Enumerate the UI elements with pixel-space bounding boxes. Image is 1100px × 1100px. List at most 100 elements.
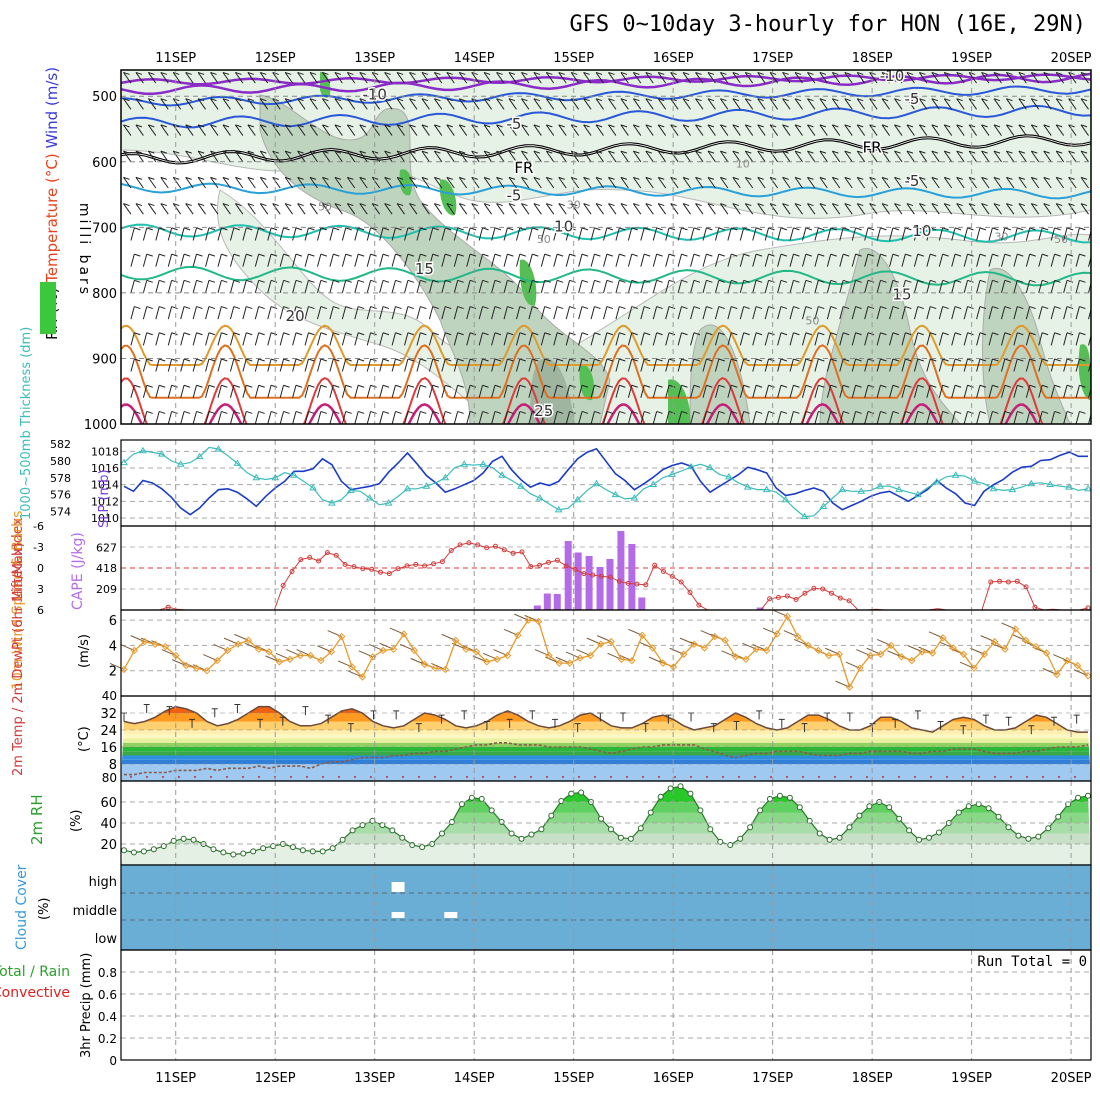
wind-barb-flag bbox=[546, 203, 553, 207]
wind-barb bbox=[583, 150, 592, 163]
wind-barb-flag bbox=[1054, 332, 1061, 336]
lifted-index-marker bbox=[492, 543, 498, 549]
wind-barb bbox=[508, 98, 517, 110]
wind-barb bbox=[242, 411, 247, 424]
wind-barb bbox=[926, 253, 931, 267]
wind-barb-flag bbox=[457, 358, 464, 362]
wind-barb-flag bbox=[1066, 332, 1074, 336]
wind-barb-flag bbox=[421, 98, 429, 102]
wind-speed-marker bbox=[825, 651, 833, 660]
wind-barb bbox=[913, 358, 919, 372]
wind-barb-flag bbox=[631, 410, 638, 414]
wind-barb-flag bbox=[906, 124, 914, 128]
wind-barb-flag bbox=[159, 332, 166, 336]
wind-barb-flag bbox=[658, 203, 665, 207]
wind-barb-flag bbox=[135, 203, 143, 207]
wind-barb-flag bbox=[830, 279, 837, 283]
wind-barb-flag bbox=[283, 332, 290, 336]
wind-barb-flag bbox=[272, 203, 279, 207]
wind-barb bbox=[657, 72, 667, 84]
wind-barb-flag bbox=[123, 176, 130, 180]
wind-barb-flag bbox=[1031, 124, 1038, 128]
wind-barb-flag bbox=[396, 150, 404, 154]
dewpoint-min-dot bbox=[786, 776, 788, 778]
rh-shading bbox=[519, 259, 537, 306]
wind-barb bbox=[172, 150, 182, 163]
lifted-index-marker bbox=[165, 604, 171, 610]
wind-barb-flag bbox=[780, 358, 788, 362]
wind-barb bbox=[627, 385, 633, 398]
rh-marker bbox=[319, 848, 326, 855]
wind-barb bbox=[192, 253, 197, 267]
wind-barb-flag bbox=[594, 332, 601, 336]
dewpoint-line bbox=[124, 741, 1089, 776]
wind-barb bbox=[583, 124, 592, 136]
wind-barb bbox=[508, 124, 517, 136]
wind-barb bbox=[334, 203, 343, 215]
wind-barb bbox=[769, 203, 779, 215]
precip-legend-convective: Convective bbox=[0, 985, 70, 1001]
wind-barb bbox=[135, 203, 144, 215]
thickness-marker bbox=[233, 459, 242, 466]
wind-barb bbox=[627, 280, 633, 294]
lifted-index-marker bbox=[696, 602, 702, 608]
rh-marker bbox=[757, 807, 764, 814]
isotherm-label: 20 bbox=[286, 307, 305, 325]
wind-barb bbox=[690, 332, 695, 346]
wind-barb bbox=[1055, 98, 1065, 110]
lifted-index-marker bbox=[546, 559, 552, 565]
cape-tick: 209 bbox=[96, 583, 117, 596]
wind-barb bbox=[235, 124, 244, 136]
wind-barb bbox=[819, 124, 828, 136]
dewpoint-min-dot bbox=[306, 776, 308, 778]
wind-barb bbox=[976, 332, 981, 346]
wind-barb-flag bbox=[533, 176, 541, 180]
wind-barb-flag bbox=[457, 410, 464, 414]
wind-barb-flag bbox=[595, 98, 603, 102]
wind-barb bbox=[769, 72, 779, 84]
wind-barb-flag bbox=[731, 410, 738, 414]
wind-barb bbox=[279, 385, 285, 398]
rh-marker bbox=[627, 835, 634, 842]
wind-barb bbox=[458, 72, 468, 84]
wind-barb bbox=[160, 98, 169, 110]
wind-barb-flag bbox=[668, 279, 676, 283]
wind-barb-flag bbox=[1056, 203, 1063, 207]
wind-barb-flag bbox=[358, 384, 365, 388]
dewpoint-min-dot bbox=[738, 776, 740, 778]
wind-barb bbox=[652, 280, 658, 294]
wind-barb bbox=[831, 72, 841, 84]
wind-barb bbox=[503, 227, 508, 241]
thickness-marker bbox=[176, 460, 185, 467]
wind-barb-flag bbox=[260, 203, 267, 207]
wind-barb bbox=[814, 385, 819, 398]
wind-barb bbox=[707, 150, 716, 163]
wind-barb-flag bbox=[832, 124, 839, 128]
wind-barb bbox=[956, 150, 965, 163]
wind-barb bbox=[826, 385, 832, 398]
wind-barb-flag bbox=[979, 306, 987, 310]
wind-barb bbox=[690, 253, 695, 267]
wind-barb-flag bbox=[482, 227, 489, 231]
wind-barb-flag bbox=[445, 306, 452, 310]
wind-barb-flag bbox=[720, 203, 727, 207]
wind-barb bbox=[963, 227, 969, 241]
wind-barb-flag bbox=[843, 306, 850, 310]
wind-barb bbox=[242, 306, 247, 320]
wind-barb bbox=[570, 203, 580, 215]
wind-barb-flag bbox=[707, 150, 715, 154]
thickness-marker bbox=[781, 495, 790, 503]
wind-barb-flag bbox=[718, 332, 725, 336]
wind-barb bbox=[180, 253, 185, 267]
wind-barb bbox=[180, 385, 185, 398]
wind-barb bbox=[789, 411, 794, 424]
cape-bar bbox=[574, 552, 582, 610]
wind-barb bbox=[1080, 203, 1089, 215]
wind-barb bbox=[864, 227, 869, 241]
isotherm-label: -10 bbox=[362, 86, 387, 104]
wind-barb-flag bbox=[556, 227, 564, 231]
wind-barb bbox=[831, 150, 841, 163]
wind-barb-flag bbox=[1068, 71, 1075, 75]
wind-barb bbox=[185, 177, 194, 189]
wind-barb bbox=[205, 227, 210, 241]
